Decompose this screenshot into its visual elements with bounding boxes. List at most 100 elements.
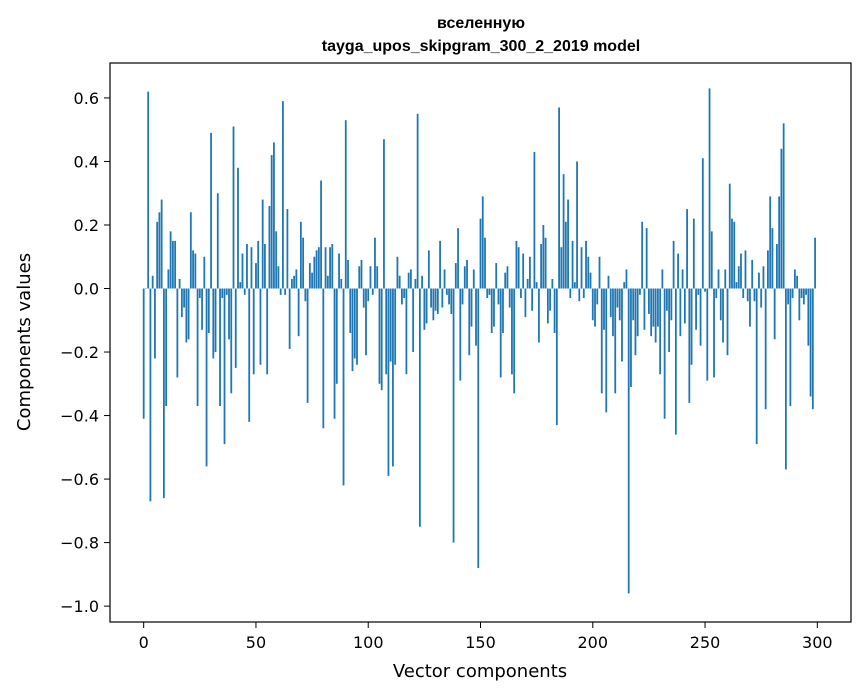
bar-50 (255, 263, 257, 289)
bar-110 (389, 288, 392, 362)
bar-136 (448, 288, 450, 305)
y-axis-ticks: −1.0 −0.8 −0.6 −0.4 −0.2 0.0 0.2 0.4 0.6 (60, 89, 110, 616)
bar-66 (290, 278, 293, 289)
bar-34 (219, 288, 221, 407)
bar-41 (234, 288, 237, 368)
y-tick-label: −0.8 (60, 534, 99, 553)
bar-112 (394, 288, 397, 365)
bar-260 (726, 288, 729, 356)
bar-120 (412, 288, 415, 353)
bar-25 (198, 288, 201, 299)
bar-99 (365, 288, 367, 356)
bar-124 (421, 275, 424, 289)
bar-230 (659, 288, 662, 375)
bar-107 (383, 139, 385, 289)
bar-165 (513, 288, 516, 394)
bar-75 (311, 272, 313, 289)
bar-20 (187, 288, 190, 340)
bar-98 (362, 288, 365, 308)
bar-92 (349, 288, 352, 333)
bar-40 (232, 126, 235, 289)
bar-193 (576, 161, 578, 289)
bar-226 (650, 288, 653, 337)
bar-93 (351, 288, 354, 372)
bar-2 (147, 91, 150, 289)
bar-42 (237, 167, 239, 289)
bar-76 (313, 256, 316, 289)
bar-68 (295, 269, 298, 289)
bar-221 (639, 288, 641, 295)
bar-155 (490, 288, 493, 333)
bar-253 (710, 231, 713, 289)
bar-192 (573, 282, 576, 289)
bar-232 (663, 288, 666, 419)
bar-103 (374, 237, 376, 289)
bar-148 (475, 288, 477, 346)
bar-206 (605, 288, 608, 413)
bar-261 (728, 183, 731, 289)
bar-158 (497, 288, 500, 305)
bar-292 (798, 288, 801, 321)
bar-149 (477, 288, 480, 569)
bar-209 (612, 288, 614, 337)
bar-248 (699, 288, 702, 346)
bar-61 (279, 288, 282, 295)
bar-267 (742, 288, 745, 299)
bar-247 (697, 288, 700, 295)
bar-6 (156, 221, 159, 289)
bar-131 (436, 288, 439, 314)
bar-101 (369, 266, 372, 289)
bar-144 (466, 259, 468, 289)
bar-52 (259, 288, 262, 365)
bar-270 (749, 288, 751, 327)
bar-134 (443, 269, 446, 289)
bar-39 (230, 288, 233, 394)
bar-123 (418, 288, 421, 527)
bar-286 (784, 288, 787, 470)
bar-176 (537, 288, 540, 343)
bar-7 (158, 212, 161, 289)
bar-240 (681, 269, 684, 289)
bar-254 (713, 288, 715, 378)
chart-title: вселенную (437, 15, 525, 32)
bar-142 (461, 288, 464, 305)
bar-258 (722, 288, 724, 343)
bar-255 (715, 288, 718, 299)
bar-217 (630, 288, 632, 387)
bar-197 (585, 240, 587, 289)
bar-166 (515, 240, 518, 289)
bar-295 (805, 288, 807, 295)
bar-29 (207, 288, 210, 333)
bar-86 (335, 288, 338, 384)
bar-225 (648, 288, 650, 314)
bar-278 (767, 250, 769, 289)
bar-281 (773, 288, 776, 340)
x-axis-label: Vector components (393, 661, 567, 682)
x-tick-label: 300 (802, 633, 833, 652)
bar-224 (645, 228, 648, 289)
bar-79 (320, 180, 322, 289)
bar-15 (176, 288, 179, 378)
bar-116 (403, 288, 406, 299)
bar-290 (793, 269, 796, 289)
bar-196 (582, 288, 585, 299)
bar-125 (423, 288, 426, 330)
bar-132 (439, 240, 441, 289)
bar-48 (250, 247, 253, 289)
x-axis-ticks: 0 50 100 150 200 250 300 (139, 622, 833, 652)
bar-87 (338, 253, 340, 289)
bar-291 (796, 275, 799, 289)
bar-72 (304, 288, 307, 302)
bar-205 (603, 288, 605, 330)
bar-65 (288, 288, 291, 349)
bar-171 (526, 278, 529, 289)
bar-279 (769, 196, 772, 289)
bar-24 (196, 288, 199, 407)
bar-243 (688, 288, 691, 403)
bar-228 (654, 288, 657, 343)
bar-36 (223, 288, 226, 445)
bar-220 (636, 288, 639, 337)
bar-104 (376, 266, 379, 289)
bar-208 (609, 288, 612, 318)
chart-subtitle: tayga_upos_skipgram_300_2_2019 model (322, 38, 640, 55)
